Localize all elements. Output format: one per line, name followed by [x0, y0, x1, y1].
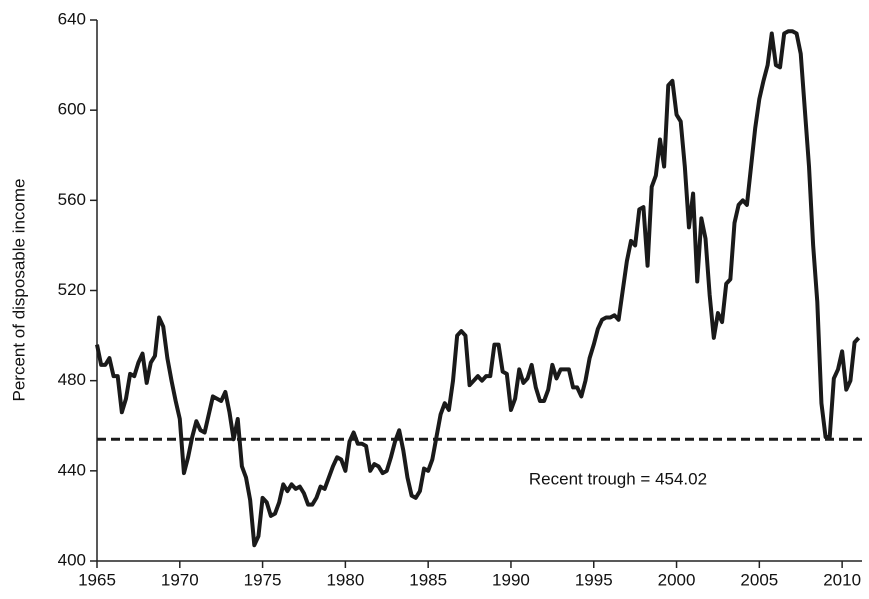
x-tick-label: 1975 — [244, 570, 282, 589]
y-tick-label: 480 — [58, 370, 86, 389]
x-tick-label: 1970 — [161, 570, 199, 589]
y-axis-label: Percent of disposable income — [9, 178, 28, 401]
x-tick-label: 1965 — [78, 570, 116, 589]
data-line — [95, 29, 861, 548]
x-tick-label: 2010 — [823, 570, 861, 589]
y-tick-label: 520 — [58, 280, 86, 299]
x-tick-label: 1980 — [326, 570, 364, 589]
x-tick-label: 1990 — [492, 570, 530, 589]
y-tick-label: 600 — [58, 100, 86, 119]
x-tick-label: 2005 — [740, 570, 778, 589]
y-tick-label: 560 — [58, 190, 86, 209]
x-tick-label: 1985 — [409, 570, 447, 589]
y-tick-label: 640 — [58, 9, 86, 28]
y-tick-label: 400 — [58, 550, 86, 569]
x-tick-label: 2000 — [658, 570, 696, 589]
y-tick-label: 440 — [58, 460, 86, 479]
reference-label: Recent trough = 454.02 — [529, 469, 707, 488]
x-tick-label: 1995 — [575, 570, 613, 589]
